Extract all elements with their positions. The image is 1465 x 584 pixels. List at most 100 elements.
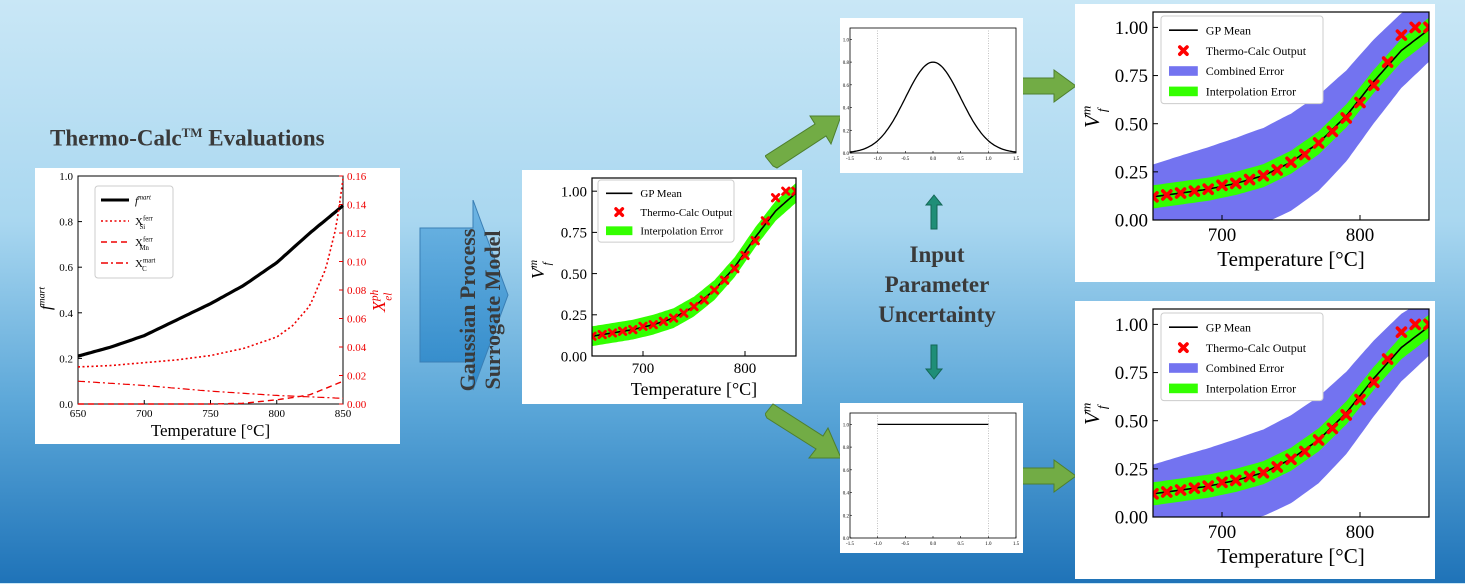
thermocalc-point	[1153, 191, 1159, 203]
gp-surrogate-panel: 700 800 0.00 0.25 0.50 0.75 1.00 Temperature [°…	[522, 170, 802, 404]
surrogate-line1: Gaussian Process	[455, 228, 480, 392]
legend-label: Interpolation Error	[640, 226, 723, 238]
thermocalc-point	[1161, 486, 1173, 498]
thermocalc-point	[628, 324, 638, 335]
y-tick-label: 1.0	[843, 423, 850, 428]
y-tick-label: 0.50	[1115, 114, 1148, 135]
combined-error-band	[1153, 12, 1429, 220]
x-tick-label: 1.5	[1013, 542, 1020, 547]
x-tick-label: 800	[1346, 225, 1375, 246]
thermocalc-point	[1354, 393, 1366, 406]
plot-frame	[849, 412, 1017, 539]
gp-surrogate-chart: 700 800 0.00 0.25 0.50 0.75 1.00 Temperature [°…	[528, 177, 797, 399]
legend-label: Combined Error	[1206, 64, 1284, 78]
thermocalc-point	[709, 285, 720, 295]
y-tick-label: 0.25	[1115, 163, 1148, 184]
arrow-to-combined-uniform	[1021, 459, 1077, 493]
thermocalc-point	[1188, 185, 1201, 197]
gp-arrow	[419, 200, 509, 391]
y-tick-label-right: 0.16	[347, 171, 367, 183]
plot-frame	[1152, 308, 1430, 518]
y-tick-label-left: 0.8	[59, 217, 73, 229]
arrow-to-uniform	[765, 403, 842, 459]
x-axis-label: Temperature [°C]	[151, 421, 270, 440]
thermocalc-point	[1381, 56, 1394, 68]
y-tick-label: 0.6	[843, 84, 850, 89]
legend-label: GP Mean	[640, 188, 682, 200]
y-tick-label-left: 0.6	[59, 262, 73, 274]
x-tick-label: 700	[1208, 225, 1237, 246]
legend-label: Interpolation Error	[1206, 382, 1296, 396]
thermocalc-point	[1423, 21, 1429, 34]
thermocalc-point	[1202, 480, 1214, 492]
thermocalc-point	[658, 316, 669, 327]
thermocalc-point	[1326, 125, 1339, 138]
legend-label: Xferr Si	[135, 216, 154, 231]
thermocalc-point	[668, 313, 679, 323]
series-line-0	[77, 204, 345, 358]
x-tick-label: 800	[734, 361, 757, 377]
thermocalc-point	[1395, 29, 1408, 41]
thermocalc-chart-panel: 650 700 750 800 850 0.0 0.2 0.4 0.6 0.8 1.0 0.00 0.0…	[35, 168, 400, 444]
x-tick-label: 0.5	[958, 542, 965, 547]
thermocalc-point	[1368, 376, 1380, 388]
y-tick-label: 0.8	[843, 446, 850, 451]
interp-error-band	[1153, 17, 1429, 209]
combined-normal-panel: 700 800 0.00 0.25 0.50 0.75 1.00 Temperature [°…	[1075, 4, 1435, 282]
y-tick-label-right: 0.04	[347, 342, 367, 354]
thermocalc-point	[1326, 422, 1339, 435]
interp-error-band	[1153, 314, 1429, 506]
legend-label: GP Mean	[1206, 320, 1251, 334]
thermocalc-point	[1312, 434, 1325, 446]
thermocalc-point	[648, 320, 658, 330]
thermocalc-point	[1409, 21, 1421, 34]
x-tick-label: 0.0	[930, 542, 937, 547]
y-axis-label: Vmf	[1079, 106, 1110, 128]
y-tick-label-right: 0.10	[347, 257, 367, 269]
legend-swatch-tc	[614, 207, 625, 217]
uniform-dist-panel: -1.5 -1.0 -0.5 0.0 0.5 1.0 1.5 0.0 0.2 0.4 0.6 0.8 1…	[840, 403, 1023, 553]
arrow-to-combined-normal	[1021, 69, 1077, 103]
thermocalc-point	[1161, 189, 1173, 201]
y-tick-label: 1.00	[561, 184, 587, 200]
y-tick-label: 0.75	[561, 226, 587, 242]
thermocalc-point	[679, 308, 689, 318]
y-tick-label: 0.4	[843, 107, 850, 112]
legend-box	[1160, 312, 1324, 402]
thermocalc-point	[730, 264, 740, 274]
x-tick-label: 700	[632, 361, 655, 377]
thermocalc-point	[592, 331, 597, 341]
thermocalc-point	[1299, 148, 1311, 161]
thermocalc-point	[1188, 482, 1201, 494]
legend-swatch-interp	[1169, 86, 1198, 97]
uncertainty-line1: Input	[909, 242, 965, 267]
thermocalc-point	[1216, 476, 1228, 489]
thermocalc-point	[1423, 318, 1429, 331]
y-tick-label: 0.50	[561, 267, 587, 283]
thermocalc-point	[781, 186, 791, 196]
y-tick-label: 0.2	[843, 514, 850, 519]
interp-error-band	[592, 182, 796, 347]
y-tick-label-right: 0.12	[347, 228, 366, 240]
x-tick-label: 0.0	[930, 157, 937, 162]
x-tick-label: 1.0	[985, 542, 992, 547]
thermocalc-point	[760, 216, 771, 226]
plot-frame	[849, 27, 1017, 154]
legend-box	[94, 185, 174, 279]
legend-label: Thermo-Calc Output	[1206, 341, 1307, 355]
thermocalc-point	[770, 193, 781, 203]
uncertainty-line3: Uncertainty	[878, 302, 996, 327]
legend-label: Thermo-Calc Output	[1206, 44, 1307, 58]
y-axis-label-right: Xph el	[369, 289, 395, 313]
uncertainty-label: Input Parameter Uncertainty	[842, 240, 1032, 330]
thermocalc-point	[1243, 173, 1256, 186]
thermocalc-point	[1257, 466, 1270, 479]
thermocalc-point	[1271, 461, 1283, 473]
thermocalc-point	[1285, 453, 1297, 466]
legend-label: Combined Error	[1206, 361, 1284, 375]
y-tick-label: 0.25	[561, 308, 587, 324]
thermocalc-point	[1368, 79, 1380, 91]
thermocalc-point	[1354, 96, 1366, 109]
y-tick-label: 0.75	[1115, 363, 1148, 384]
